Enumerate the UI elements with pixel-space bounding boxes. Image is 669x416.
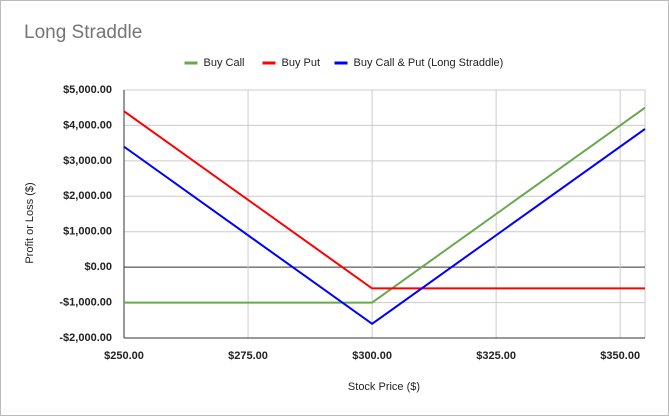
legend-label: Buy Put [282,57,321,69]
x-tick-label: $325.00 [476,350,516,362]
x-tick-label: $275.00 [228,350,268,362]
y-tick-label: $3,000.00 [63,155,112,167]
y-tick-label: $2,000.00 [63,190,112,202]
y-tick-label: -$2,000.00 [59,332,112,344]
y-axis-title: Profit or Loss ($) [24,182,36,263]
chart-title: Long Straddle [24,22,142,43]
x-tick-label: $300.00 [352,350,392,362]
y-tick-label: $4,000.00 [63,119,112,131]
series-line [124,106,646,304]
y-tick-label: -$1,000.00 [59,296,112,308]
y-tick-label: $1,000.00 [63,226,112,238]
legend-label: Buy Call [204,57,245,69]
legend-label: Buy Call & Put (Long Straddle) [354,57,504,69]
series-line [123,110,645,290]
x-tick-label: $250.00 [104,350,144,362]
x-axis-title: Stock Price ($) [348,381,420,393]
plot-area [123,89,646,339]
series-line [123,128,646,326]
y-tick-label: $0.00 [84,261,112,273]
x-tick-label: $350.00 [600,350,640,362]
y-tick-label: $5,000.00 [63,84,112,96]
